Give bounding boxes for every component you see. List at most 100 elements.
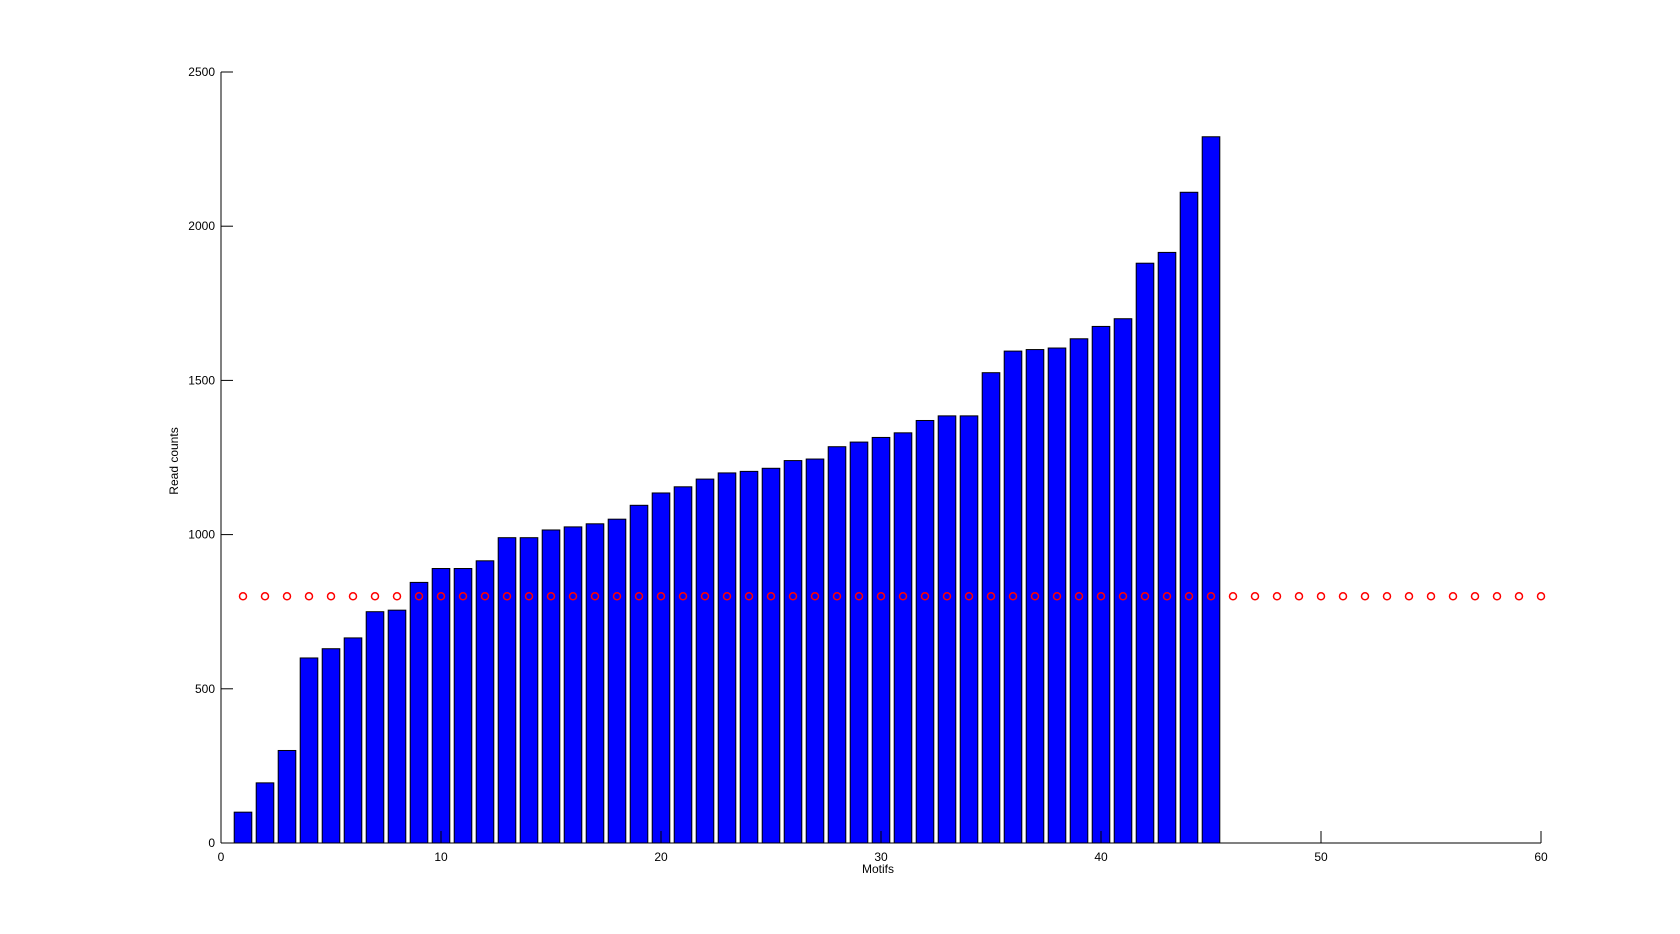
markers-layer [238, 592, 1546, 601]
bar [673, 486, 693, 844]
x-tick-label: 60 [1534, 850, 1548, 864]
bar [365, 611, 385, 844]
marker-point [1162, 592, 1172, 601]
marker-point [1316, 592, 1326, 601]
marker-point [392, 592, 402, 601]
marker-point [260, 592, 270, 601]
marker-point [1514, 592, 1524, 601]
marker-point [436, 592, 446, 601]
bar [871, 436, 891, 844]
marker-point [656, 592, 666, 601]
marker-point [1206, 592, 1216, 601]
y-tick-label: 2000 [188, 219, 215, 233]
marker-point [634, 592, 644, 601]
marker-point [502, 592, 512, 601]
marker-point [1426, 592, 1436, 601]
bar [541, 529, 561, 844]
marker-point [370, 592, 380, 601]
marker-point [590, 592, 600, 601]
marker-point [480, 592, 490, 601]
marker-point [964, 592, 974, 601]
bar [343, 637, 363, 844]
marker-point [1030, 592, 1040, 601]
marker-point [898, 592, 908, 601]
bar [1091, 325, 1111, 844]
marker-point [1360, 592, 1370, 601]
bar [739, 470, 759, 844]
x-tick-label: 10 [434, 850, 448, 864]
marker-point [414, 592, 424, 601]
marker-point [1404, 592, 1414, 601]
bar [585, 523, 605, 844]
bar [431, 568, 451, 844]
x-tick-label: 30 [874, 850, 888, 864]
bar [651, 492, 671, 844]
marker-point [1338, 592, 1348, 601]
bar [827, 446, 847, 844]
marker-point [678, 592, 688, 601]
bar [277, 749, 297, 844]
bar [321, 648, 341, 844]
y-tick-label: 500 [195, 682, 215, 696]
marker-point [612, 592, 622, 601]
bar [519, 537, 539, 844]
marker-point [1272, 592, 1282, 601]
marker-point [700, 592, 710, 601]
bar [805, 458, 825, 844]
bar [299, 657, 319, 844]
bar [1047, 347, 1067, 844]
x-tick-label: 40 [1094, 850, 1108, 864]
bar [453, 568, 473, 844]
marker-point [832, 592, 842, 601]
marker-point [348, 592, 358, 601]
marker-point [1052, 592, 1062, 601]
marker-point [1008, 592, 1018, 601]
bar [761, 467, 781, 844]
bar [893, 432, 913, 844]
marker-point [1228, 592, 1238, 601]
marker-point [1184, 592, 1194, 601]
marker-point [1294, 592, 1304, 601]
marker-point [722, 592, 732, 601]
marker-point [1536, 592, 1546, 601]
bar [849, 441, 869, 844]
marker-point [876, 592, 886, 601]
bar [783, 460, 803, 844]
marker-point [766, 592, 776, 601]
bar [1003, 350, 1023, 844]
bar [233, 811, 253, 844]
marker-point [1074, 592, 1084, 601]
marker-point [546, 592, 556, 601]
y-tick-label: 1500 [188, 373, 215, 387]
marker-point [1118, 592, 1128, 601]
y-tick-label: 0 [208, 836, 215, 850]
bar [937, 415, 957, 844]
marker-point [1492, 592, 1502, 601]
marker-point [942, 592, 952, 601]
x-axis-label: Motifs [862, 862, 894, 876]
marker-point [238, 592, 248, 601]
bar [563, 526, 583, 844]
bar [1025, 349, 1045, 844]
marker-point [326, 592, 336, 601]
marker-point [986, 592, 996, 601]
marker-point [1448, 592, 1458, 601]
bar [981, 372, 1001, 844]
marker-point [458, 592, 468, 601]
marker-point [282, 592, 292, 601]
bar [475, 560, 495, 844]
marker-point [788, 592, 798, 601]
bar [1157, 251, 1177, 844]
y-axis-label: Read counts [167, 427, 181, 494]
marker-point [1140, 592, 1150, 601]
marker-point [744, 592, 754, 601]
marker-point [1470, 592, 1480, 601]
x-tick-label: 0 [218, 850, 225, 864]
marker-point [304, 592, 314, 601]
marker-point [854, 592, 864, 601]
bar [959, 415, 979, 844]
bar [629, 504, 649, 844]
marker-point [1096, 592, 1106, 601]
bar [695, 478, 715, 844]
